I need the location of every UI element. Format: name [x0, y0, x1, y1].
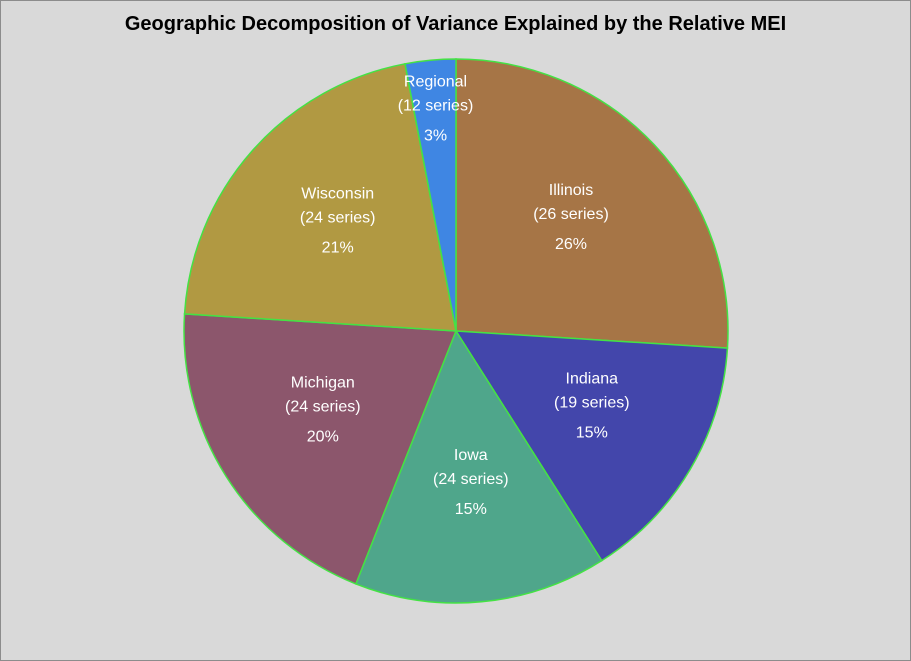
slice-label-iowa-value: 15%: [455, 501, 487, 518]
chart-title: Geographic Decomposition of Variance Exp…: [124, 13, 787, 35]
pie-slice-regional: [404, 58, 457, 332]
pie-slice-michigan: [183, 313, 458, 585]
slice-label-wisconsin-detail: (24 series): [300, 210, 376, 227]
slice-label-regional-value: 3%: [424, 127, 447, 144]
slice-label-illinois-value: 26%: [555, 236, 587, 253]
slice-label-wisconsin-name: Wisconsin: [301, 186, 374, 203]
slice-label-illinois-detail: (26 series): [533, 206, 609, 223]
slice-label-michigan-name: Michigan: [291, 375, 355, 392]
slice-label-michigan-detail: (24 series): [285, 399, 361, 416]
slice-label-illinois-name: Illinois: [549, 182, 593, 199]
slice-label-iowa-name: Iowa: [454, 447, 488, 464]
slice-label-iowa-detail: (24 series): [433, 471, 509, 488]
slice-label-indiana-detail: (19 series): [554, 394, 630, 411]
slice-label-indiana-value: 15%: [576, 424, 608, 441]
pie-slice-iowa: [354, 329, 603, 604]
slice-label-regional-detail: (12 series): [398, 97, 474, 114]
pie-slice-wisconsin: [183, 62, 457, 332]
slice-label-indiana-name: Indiana: [566, 370, 619, 387]
pie-slice-indiana: [454, 330, 729, 562]
slice-label-michigan-value: 20%: [307, 429, 339, 446]
slice-label-regional-name: Regional: [404, 73, 467, 90]
pie-slice-illinois: [455, 58, 729, 349]
slice-label-wisconsin-value: 21%: [322, 240, 354, 257]
